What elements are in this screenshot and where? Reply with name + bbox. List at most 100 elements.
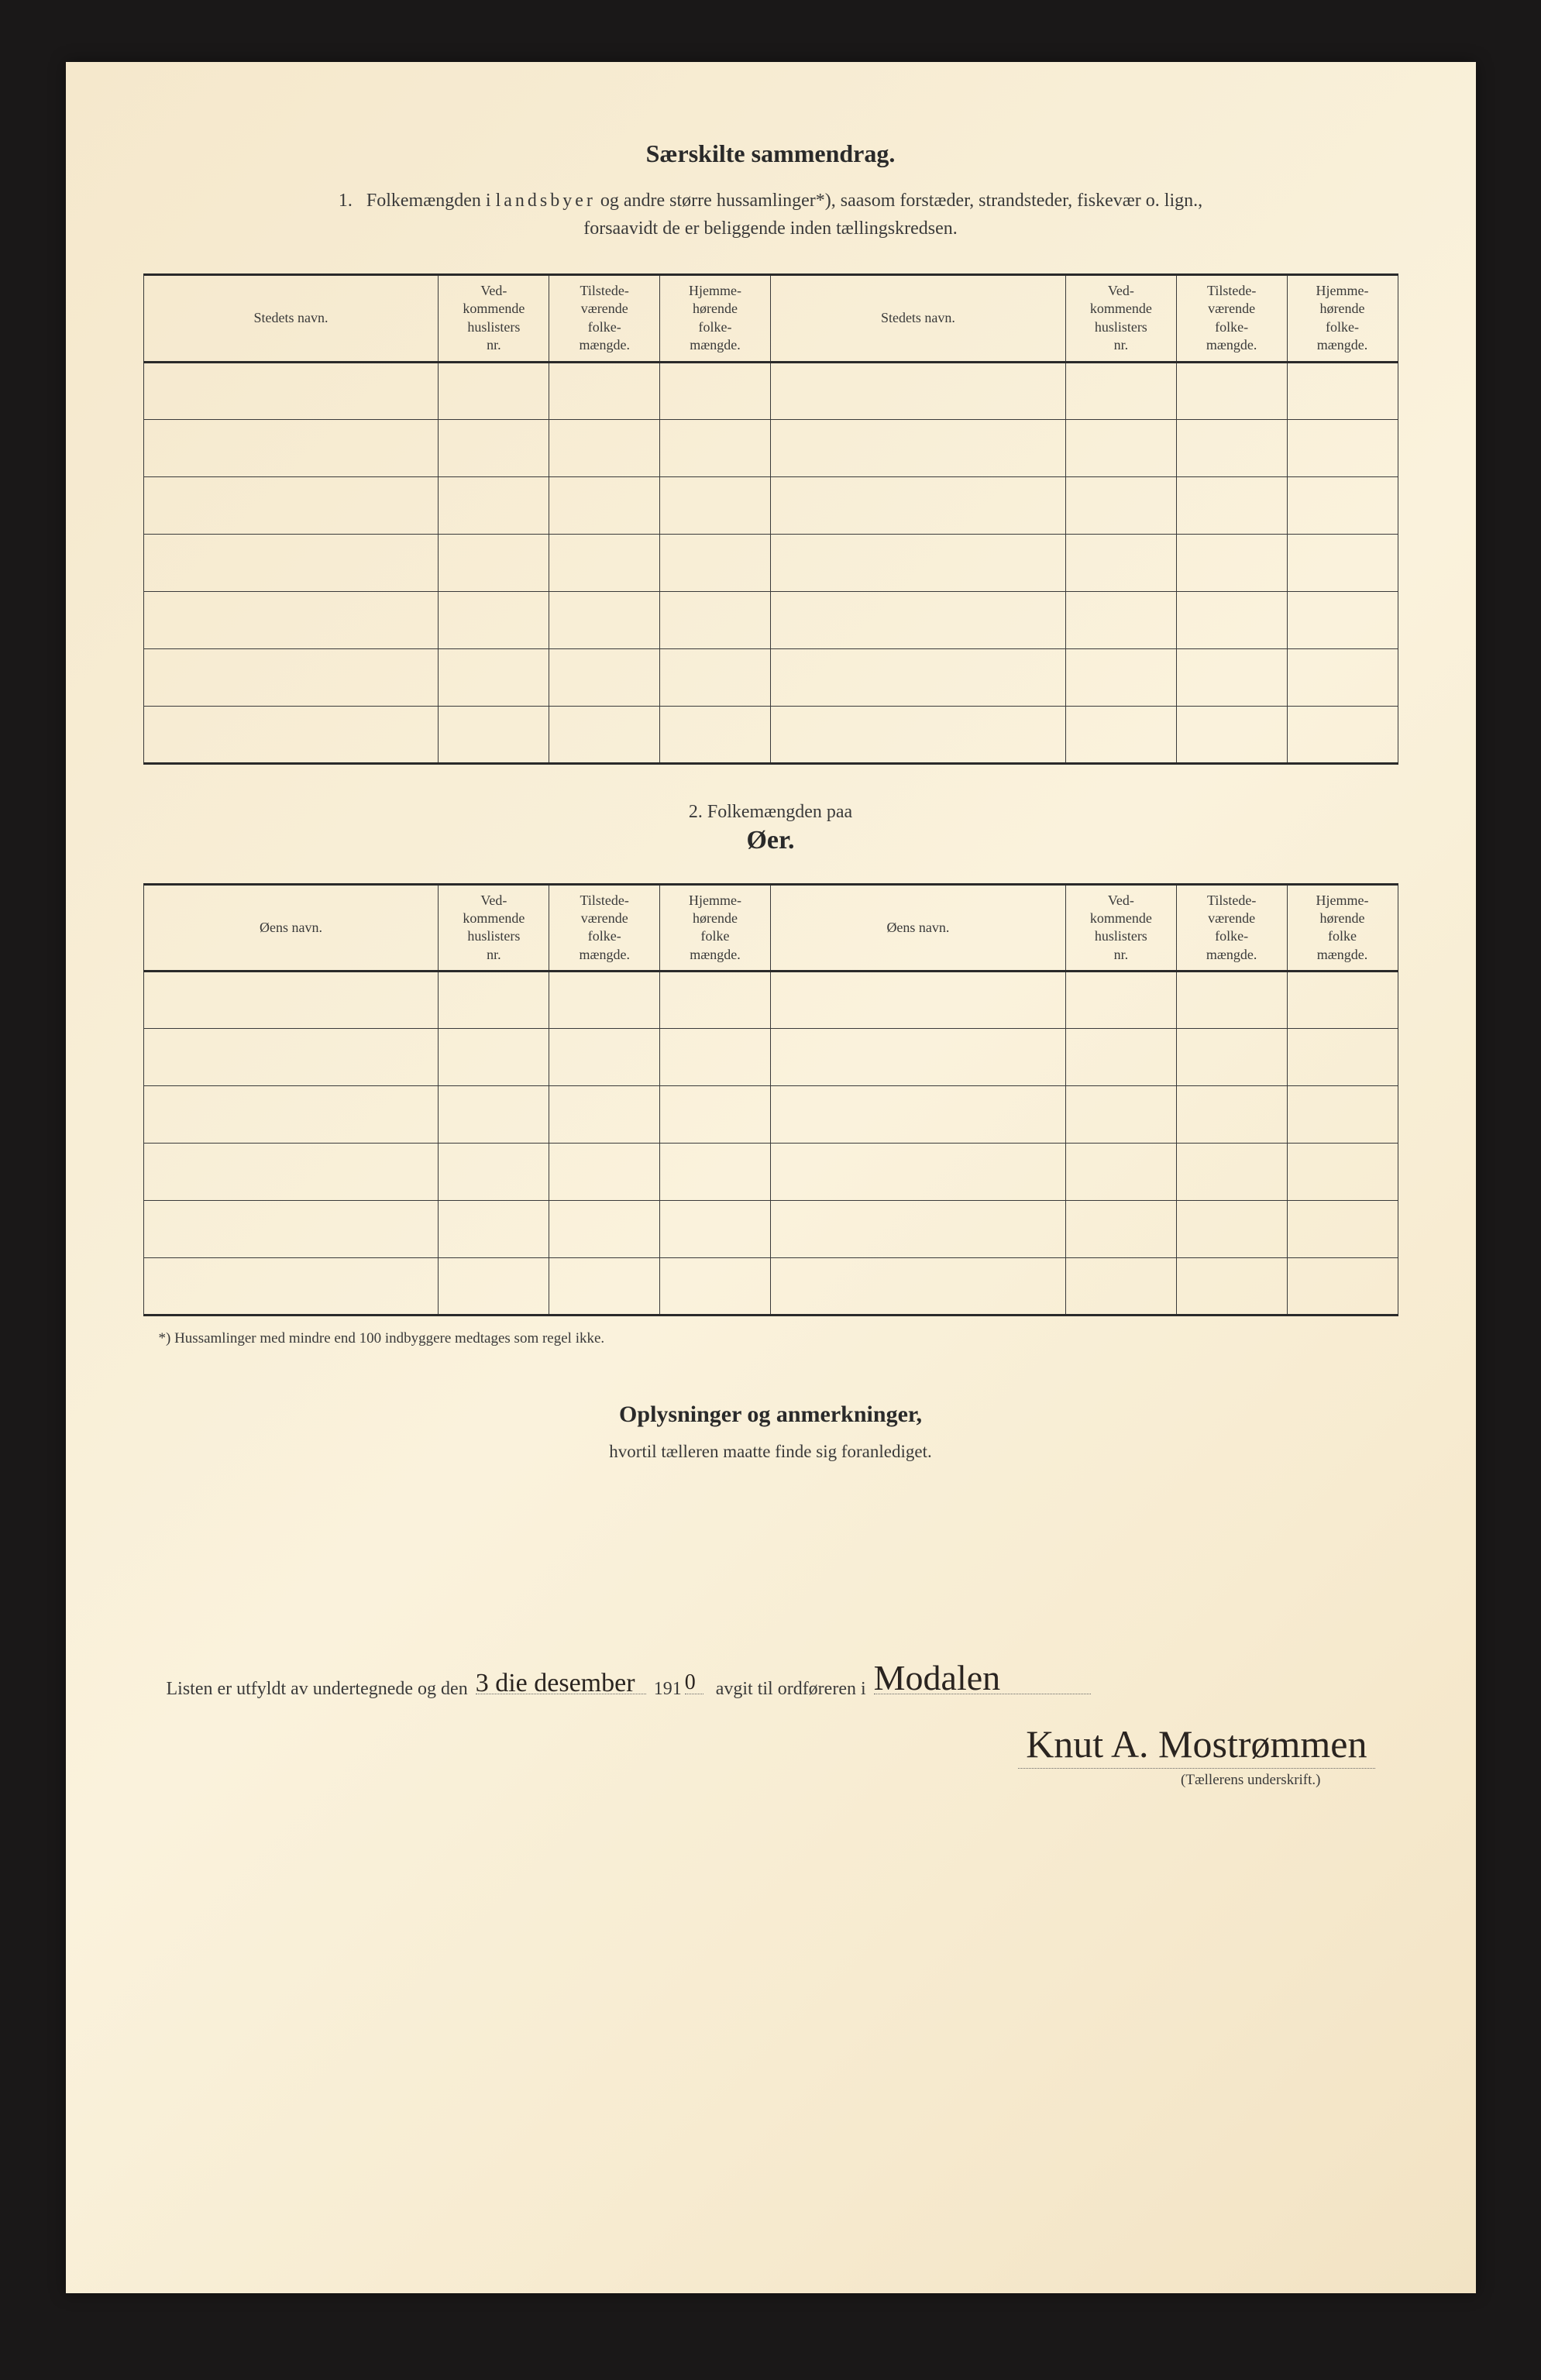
intro-num: 1. <box>339 191 353 211</box>
table-cell <box>1287 419 1398 476</box>
t2-h-col2-l: Tilstede- værende folke- mængde. <box>549 884 660 972</box>
t1-h-name-l: Stedets navn. <box>143 275 439 363</box>
table-cell <box>439 1144 549 1201</box>
t1-h-col2-l: Tilstede- værende folke- mængde. <box>549 275 660 363</box>
table-cell <box>770 1029 1065 1086</box>
t2-h-col3-r: Hjemme- hørende folke mængde. <box>1287 884 1398 972</box>
table-cell <box>660 1029 771 1086</box>
table-cell <box>1065 591 1176 648</box>
table-cell <box>1065 648 1176 706</box>
table-cell <box>770 534 1065 591</box>
table-cell <box>770 972 1065 1029</box>
table-cell <box>549 1029 660 1086</box>
table-cell <box>549 972 660 1029</box>
table-cell <box>1287 534 1398 591</box>
t1-h-col3-r: Hjemme- hørende folke- mængde. <box>1287 275 1398 363</box>
table-cell <box>1065 972 1176 1029</box>
table-cell <box>549 1144 660 1201</box>
table-cell <box>770 706 1065 763</box>
table-row <box>143 706 1398 763</box>
table-cell <box>660 476 771 534</box>
table-cell <box>1065 419 1176 476</box>
section2-intro: 2. Folkemængden paa <box>143 802 1398 823</box>
table-row <box>143 1201 1398 1258</box>
table-cell <box>660 534 771 591</box>
table-cell <box>770 648 1065 706</box>
sign-line: Listen er utfyldt av undertegnede og den… <box>143 1679 1398 1700</box>
t2-h-col2-r: Tilstede- værende folke- mængde. <box>1176 884 1287 972</box>
signature-block: Knut A. Mostrømmen <box>143 1721 1398 1769</box>
table-cell <box>143 1258 439 1316</box>
table-cell <box>1176 476 1287 534</box>
table-cell <box>1065 476 1176 534</box>
table-cell <box>439 1258 549 1316</box>
table-cell <box>143 591 439 648</box>
table-cell <box>549 476 660 534</box>
t2-h-name-l: Øens navn. <box>143 884 439 972</box>
table-cell <box>549 706 660 763</box>
section1-title: Særskilte sammendrag. <box>143 139 1398 168</box>
table-cell <box>1176 1258 1287 1316</box>
table-cell <box>1176 648 1287 706</box>
table-cell <box>660 706 771 763</box>
signature: Knut A. Mostrømmen <box>1018 1721 1374 1769</box>
table-cell <box>1176 591 1287 648</box>
table-cell <box>143 476 439 534</box>
table-cell <box>439 362 549 419</box>
table-cell <box>1287 972 1398 1029</box>
table-cell <box>143 534 439 591</box>
table-cell <box>439 591 549 648</box>
table-cell <box>439 1029 549 1086</box>
table-cell <box>660 1086 771 1144</box>
t2-body <box>143 972 1398 1316</box>
table-cell <box>439 1086 549 1144</box>
sign-mid: avgit til ordføreren i <box>716 1679 866 1699</box>
table1: Stedets navn. Ved- kommende huslisters n… <box>143 273 1398 765</box>
table-cell <box>1176 534 1287 591</box>
table-cell <box>1176 706 1287 763</box>
table-cell <box>770 1086 1065 1144</box>
intro-b: og andre større hussamlinger*), saasom f… <box>596 191 1202 211</box>
table-cell <box>549 648 660 706</box>
table-cell <box>549 1258 660 1316</box>
table-cell <box>1287 648 1398 706</box>
table-row <box>143 362 1398 419</box>
section2-title: Øer. <box>143 826 1398 855</box>
table-cell <box>660 972 771 1029</box>
table-cell <box>770 1201 1065 1258</box>
section1-intro: 1. Folkemængden i landsbyer og andre stø… <box>143 187 1398 242</box>
table-cell <box>143 972 439 1029</box>
t2-h-col1-r: Ved- kommende huslisters nr. <box>1065 884 1176 972</box>
t1-h-col1-l: Ved- kommende huslisters nr. <box>439 275 549 363</box>
t2-h-name-r: Øens navn. <box>770 884 1065 972</box>
table-row <box>143 1029 1398 1086</box>
table-row <box>143 1258 1398 1316</box>
table-cell <box>770 1258 1065 1316</box>
table-cell <box>439 706 549 763</box>
t1-h-col1-r: Ved- kommende huslisters nr. <box>1065 275 1176 363</box>
table2: Øens navn. Ved- kommende huslisters nr. … <box>143 883 1398 1317</box>
table-cell <box>143 419 439 476</box>
table-row <box>143 476 1398 534</box>
table-row <box>143 534 1398 591</box>
table-cell <box>549 1201 660 1258</box>
table-cell <box>143 1201 439 1258</box>
table-cell <box>1287 476 1398 534</box>
table-cell <box>660 591 771 648</box>
table-cell <box>1065 534 1176 591</box>
table-cell <box>549 591 660 648</box>
intro-line2: forsaavidt de er beliggende inden tællin… <box>583 218 958 239</box>
info-sub: hvortil tælleren maatte finde sig foranl… <box>143 1442 1398 1462</box>
table-cell <box>1176 419 1287 476</box>
table-cell <box>1287 591 1398 648</box>
sign-prefix: Listen er utfyldt av undertegnede og den <box>167 1679 468 1699</box>
sign-place-hand: Modalen <box>874 1657 1001 1698</box>
sign-year-prefix: 191 <box>654 1679 682 1699</box>
t1-h-col3-l: Hjemme- hørende folke- mængde. <box>660 275 771 363</box>
t2-h-col1-l: Ved- kommende huslisters nr. <box>439 884 549 972</box>
table-cell <box>143 1144 439 1201</box>
table-row <box>143 419 1398 476</box>
table-row <box>143 591 1398 648</box>
table-cell <box>143 1086 439 1144</box>
table-cell <box>1287 1258 1398 1316</box>
